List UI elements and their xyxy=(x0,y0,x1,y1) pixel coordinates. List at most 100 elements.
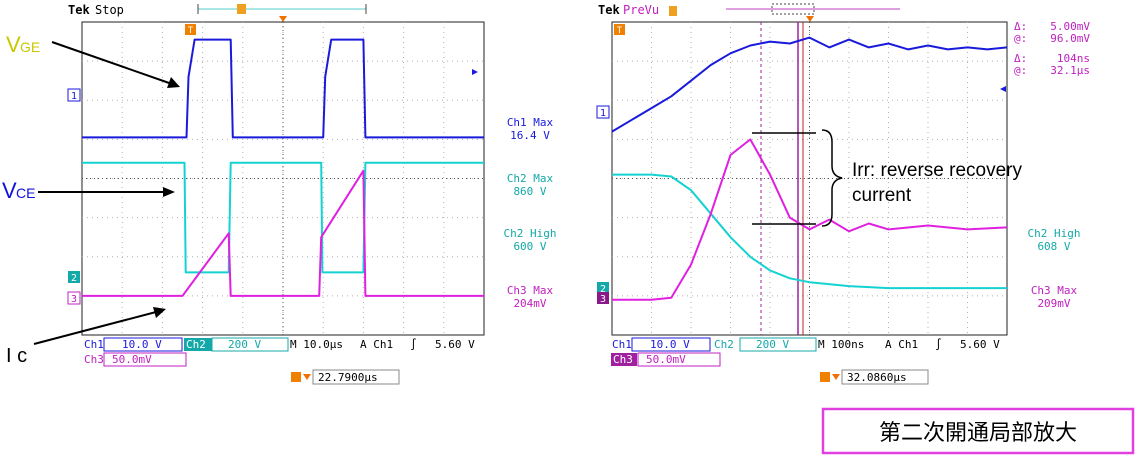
right-trace-ch2-vce xyxy=(612,173,1007,290)
left-trigger-slope: ∫ xyxy=(410,338,417,351)
right-record-window xyxy=(771,3,815,15)
left-annotations: V GE V CE I c xyxy=(2,32,180,367)
left-traces xyxy=(82,38,484,297)
left-scope: Tek Stop T 1 2 3 Ch1 Max 16.4 V Ch2 Max … xyxy=(67,3,557,385)
right-brand: Tek xyxy=(598,3,620,17)
right-trigger-marker-label: T xyxy=(617,26,623,36)
left-ch2-label: Ch2 xyxy=(186,338,206,351)
right-trace-ch3-ic xyxy=(612,138,1008,301)
irr-text-line2: current xyxy=(852,185,912,206)
readout-symbol-3: Δ: xyxy=(1014,52,1027,65)
right-trigger-pos-icon xyxy=(820,372,830,382)
right-ch2-marker-icon xyxy=(597,282,609,294)
right-ch3-scale: 50.0mV xyxy=(646,353,686,366)
right-traces xyxy=(611,36,1008,301)
right-scope: Tek PreVu T 1 2 3 Δ: 5.00mV @: 96.0mV Δ:… xyxy=(596,3,1090,385)
left-timebase: M 10.0µs xyxy=(290,338,343,351)
right-timebase: M 100ns xyxy=(818,338,864,351)
left-trigger-source: A Ch1 xyxy=(360,338,393,351)
right-trigger-pos-box xyxy=(841,369,929,385)
irr-brace-icon xyxy=(821,129,843,227)
left-status: Stop xyxy=(95,3,124,17)
readout-value-3: 104ns xyxy=(1057,52,1090,65)
readout-value-4: 32.1µs xyxy=(1050,64,1090,77)
right-ch1-scale: 10.0 V xyxy=(650,338,690,351)
caption-box xyxy=(821,407,1135,455)
ic-arrow-line xyxy=(33,311,157,345)
ic-arrowhead-icon xyxy=(153,307,166,318)
right-meas-2-label: Ch3 Max xyxy=(1031,284,1078,297)
left-ch1-label: Ch1 xyxy=(84,338,104,351)
right-status: PreVu xyxy=(623,3,659,17)
vge-label-sub: GE xyxy=(20,39,40,55)
right-trigger-slope: ∫ xyxy=(935,338,942,351)
left-trigger-pos-arrow-icon xyxy=(303,374,311,380)
left-trigger-pos-box xyxy=(312,369,400,385)
left-meas-2-value: 860 V xyxy=(513,185,546,198)
left-ch2-marker-icon xyxy=(68,271,80,283)
left-ch3-scale-box xyxy=(103,352,187,367)
right-trigger-marker-icon xyxy=(614,24,625,35)
right-meas-2-value: 209mV xyxy=(1037,297,1070,310)
right-header-trigger-icon xyxy=(669,6,677,16)
left-grid xyxy=(82,22,484,335)
irr-text-line1: Irr: reverse recovery xyxy=(852,160,1022,181)
right-ch1-marker-icon xyxy=(596,105,610,119)
left-meas-4-label: Ch3 Max xyxy=(507,284,554,297)
left-trigger-level: 5.60 V xyxy=(435,338,475,351)
left-meas-2-label: Ch2 Max xyxy=(507,172,554,185)
vce-label-sub: CE xyxy=(16,185,35,201)
readout-symbol-1: Δ: xyxy=(1014,20,1027,33)
right-ch3-marker-label: 3 xyxy=(600,294,606,305)
left-meas-1-value: 16.4 V xyxy=(510,129,550,142)
left-trace-ch3-ic xyxy=(82,169,484,297)
vce-arrowhead-icon xyxy=(163,187,175,197)
right-trace-ch1-vge xyxy=(611,36,1008,133)
right-trigger-position: 32.0860µs xyxy=(847,371,907,384)
right-ch2-label: Ch2 xyxy=(714,338,734,351)
vge-arrow-line xyxy=(51,41,173,85)
vce-label-main: V xyxy=(2,178,17,203)
right-ch3-marker-icon xyxy=(597,292,609,304)
right-ch1-offset-arrow-icon xyxy=(1000,86,1006,92)
left-brand: Tek xyxy=(68,3,90,17)
vge-arrowhead-icon xyxy=(167,77,180,88)
left-ch2-scale-box xyxy=(211,337,289,352)
left-trigger-marker-icon xyxy=(185,24,196,35)
right-ch3-label-box xyxy=(611,353,637,366)
left-top-trigger-arrow-icon xyxy=(279,16,287,22)
readout-value-2: 96.0mV xyxy=(1050,32,1090,45)
right-meas-1-label: Ch2 High xyxy=(1028,227,1081,240)
readout-symbol-4: @: xyxy=(1014,64,1027,77)
left-ch2-marker-label: 2 xyxy=(71,273,77,284)
left-ch1-offset-arrow-icon xyxy=(472,69,478,75)
right-settings: Ch1 10.0 V Ch2 200 V M 100ns A Ch1 ∫ 5.6… xyxy=(611,337,1000,367)
left-meas-3-value: 600 V xyxy=(513,240,546,253)
right-cursor-readout: Δ: 5.00mV @: 96.0mV Δ: 104ns @: 32.1µs xyxy=(1014,20,1090,77)
irr-annotation: Irr: reverse recovery current xyxy=(752,129,1022,227)
left-trigger-pos-icon xyxy=(291,372,301,382)
left-trigger-position: 22.7900µs xyxy=(318,371,378,384)
left-ch3-label: Ch3 xyxy=(84,353,104,366)
left-ch3-marker-label: 3 xyxy=(71,294,77,305)
left-meas-1-label: Ch1 Max xyxy=(507,116,554,129)
left-ch1-marker-icon xyxy=(67,88,81,102)
right-trigger-level: 5.60 V xyxy=(960,338,1000,351)
right-ch3-label: Ch3 xyxy=(613,353,633,366)
right-ch3-scale-box xyxy=(637,352,721,367)
caption-text: 第二次開通局部放大 xyxy=(879,420,1077,445)
right-trigger-source: A Ch1 xyxy=(885,338,918,351)
ic-label: I c xyxy=(6,345,27,367)
right-ch2-scale: 200 V xyxy=(756,338,789,351)
right-ch2-scale-box xyxy=(739,337,817,352)
right-meas-1-value: 608 V xyxy=(1037,240,1070,253)
right-ch1-marker-label: 1 xyxy=(600,108,606,119)
readout-symbol-2: @: xyxy=(1014,32,1027,45)
left-meas-4-value: 204mV xyxy=(513,297,546,310)
readout-value-1: 5.00mV xyxy=(1050,20,1090,33)
left-ch3-scale: 50.0mV xyxy=(112,353,152,366)
left-trace-ch1-vge xyxy=(82,38,484,139)
left-ch2-label-box xyxy=(184,338,212,351)
left-record-trigger-icon xyxy=(237,4,246,14)
left-meas-3-label: Ch2 High xyxy=(504,227,557,240)
